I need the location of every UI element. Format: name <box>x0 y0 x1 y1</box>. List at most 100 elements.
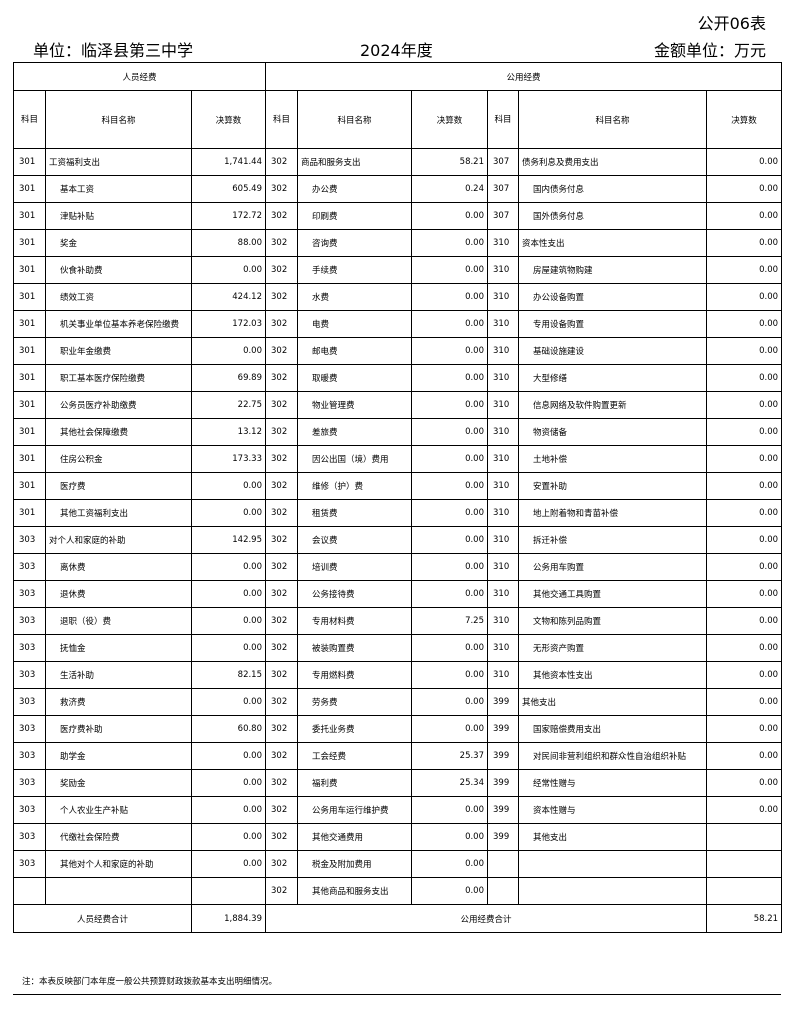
subject-name: 咨询费 <box>297 229 412 257</box>
subject-name: 信息网络及软件购置更新 <box>518 391 707 419</box>
public-total: 58.21 <box>705 904 783 933</box>
subject-name: 离休费 <box>45 553 192 581</box>
subject-code: 302 <box>265 229 298 257</box>
final-amount: 0.00 <box>191 850 266 878</box>
final-amount: 0.00 <box>411 796 488 824</box>
final-amount: 0.00 <box>705 634 783 662</box>
subject-name: 其他支出 <box>518 823 707 851</box>
subject-code: 302 <box>265 823 298 851</box>
final-amount: 0.00 <box>191 553 266 581</box>
final-amount: 0.00 <box>411 337 488 365</box>
personnel-total: 1,884.39 <box>191 904 266 933</box>
subject-code: 303 <box>13 715 46 743</box>
subject-name: 差旅费 <box>297 418 412 446</box>
final-amount <box>191 877 266 905</box>
subject-name: 代缴社会保险费 <box>45 823 192 851</box>
subject-code: 302 <box>265 256 298 284</box>
col-value: 决算数 <box>191 90 266 149</box>
final-amount: 0.00 <box>705 283 783 311</box>
final-amount: 0.00 <box>411 391 488 419</box>
subject-code <box>487 877 519 905</box>
subject-name: 文物和陈列品购置 <box>518 607 707 635</box>
subject-name: 福利费 <box>297 769 412 797</box>
subject-code: 302 <box>265 661 298 689</box>
subject-name: 救济费 <box>45 688 192 716</box>
subject-name: 公务用车购置 <box>518 553 707 581</box>
divider <box>13 994 781 995</box>
group-public: 公用经费 <box>264 62 783 91</box>
subject-name: 房屋建筑物购建 <box>518 256 707 284</box>
table-row: 303 离休费 0.00 302 培训费 0.00 310 公务用车购置 0.00 <box>13 553 783 581</box>
final-amount: 0.00 <box>705 445 783 473</box>
subject-name: 奖励金 <box>45 769 192 797</box>
subject-name: 国家赔偿费用支出 <box>518 715 707 743</box>
subject-code: 302 <box>265 445 298 473</box>
final-amount: 1,741.44 <box>191 148 266 176</box>
subject-name: 劳务费 <box>297 688 412 716</box>
final-amount: 0.00 <box>191 499 266 527</box>
unit-name: 单位：临泽县第三中学 <box>33 41 194 60</box>
subject-code: 303 <box>13 661 46 689</box>
final-amount: 0.00 <box>705 337 783 365</box>
table-row: 303 抚恤金 0.00 302 被装购置费 0.00 310 无形资产购置 0.00 <box>13 634 783 662</box>
col-name: 科目名称 <box>45 90 192 149</box>
subject-name: 其他对个人和家庭的补助 <box>45 850 192 878</box>
subject-name <box>518 850 707 878</box>
subject-name: 职业年金缴费 <box>45 337 192 365</box>
subject-code <box>487 850 519 878</box>
subject-code: 302 <box>265 148 298 176</box>
final-amount: 0.00 <box>705 202 783 230</box>
subject-name: 个人农业生产补贴 <box>45 796 192 824</box>
subject-name: 办公设备购置 <box>518 283 707 311</box>
subject-name: 助学金 <box>45 742 192 770</box>
subject-name: 其他商品和服务支出 <box>297 877 412 905</box>
subject-name: 租赁费 <box>297 499 412 527</box>
subject-name: 其他支出 <box>518 688 707 716</box>
table-row: 301 工资福利支出 1,741.44 302 商品和服务支出 58.21 307 债务利息及… <box>13 148 783 176</box>
subject-name: 其他工资福利支出 <box>45 499 192 527</box>
subject-code: 303 <box>13 607 46 635</box>
public-total-label: 公用经费合计 <box>265 904 707 933</box>
final-amount: 0.00 <box>411 499 488 527</box>
table-row: 303 退职（役）费 0.00 302 专用材料费 7.25 310 文物和陈列品购置 0.00 <box>13 607 783 635</box>
final-amount: 25.37 <box>411 742 488 770</box>
subject-code: 301 <box>13 472 46 500</box>
table-row: 303 其他对个人和家庭的补助 0.00 302 税金及附加费用 0.00 <box>13 850 783 878</box>
table-row: 301 公务员医疗补助缴费 22.75 302 物业管理费 0.00 310 信息网络及软件购… <box>13 391 783 419</box>
subject-code: 310 <box>487 391 519 419</box>
subject-name: 其他交通费用 <box>297 823 412 851</box>
final-amount: 0.00 <box>705 391 783 419</box>
final-amount: 0.00 <box>705 499 783 527</box>
table-row: 303 对个人和家庭的补助 142.95 302 会议费 0.00 310 拆迁补偿 0.00 <box>13 526 783 554</box>
subject-code: 303 <box>13 742 46 770</box>
subject-code: 307 <box>487 175 519 203</box>
table-row: 303 救济费 0.00 302 劳务费 0.00 399 其他支出 0.00 <box>13 688 783 716</box>
total-row: 人员经费合计 1,884.39 公用经费合计 58.21 <box>13 904 783 933</box>
final-amount: 0.00 <box>411 661 488 689</box>
table-row: 302 其他商品和服务支出 0.00 <box>13 877 783 905</box>
subject-name: 对民间非营利组织和群众性自治组织补贴 <box>518 742 707 770</box>
subject-name: 专用燃料费 <box>297 661 412 689</box>
subject-code: 301 <box>13 229 46 257</box>
subject-name: 生活补助 <box>45 661 192 689</box>
subject-name: 住房公积金 <box>45 445 192 473</box>
subject-code: 301 <box>13 256 46 284</box>
subject-name: 经常性赠与 <box>518 769 707 797</box>
final-amount: 424.12 <box>191 283 266 311</box>
subject-code: 310 <box>487 553 519 581</box>
group-header-row: 人员经费 公用经费 <box>13 62 783 91</box>
subject-code: 303 <box>13 823 46 851</box>
subject-name: 资本性赠与 <box>518 796 707 824</box>
final-amount: 88.00 <box>191 229 266 257</box>
subject-name: 绩效工资 <box>45 283 192 311</box>
subject-name: 电费 <box>297 310 412 338</box>
table-row: 301 其他工资福利支出 0.00 302 租赁费 0.00 310 地上附着物和青苗补偿 0.… <box>13 499 783 527</box>
subject-code: 302 <box>265 418 298 446</box>
subject-name: 维修（护）费 <box>297 472 412 500</box>
subject-code: 302 <box>265 607 298 635</box>
table-row: 301 住房公积金 173.33 302 因公出国（境）费用 0.00 310 土地补偿 0.0… <box>13 445 783 473</box>
col-code: 科目 <box>487 90 519 149</box>
subject-code: 399 <box>487 688 519 716</box>
table-row: 303 医疗费补助 60.80 302 委托业务费 0.00 399 国家赔偿费用支出 0.00 <box>13 715 783 743</box>
table-row: 303 代缴社会保险费 0.00 302 其他交通费用 0.00 399 其他支出 <box>13 823 783 851</box>
